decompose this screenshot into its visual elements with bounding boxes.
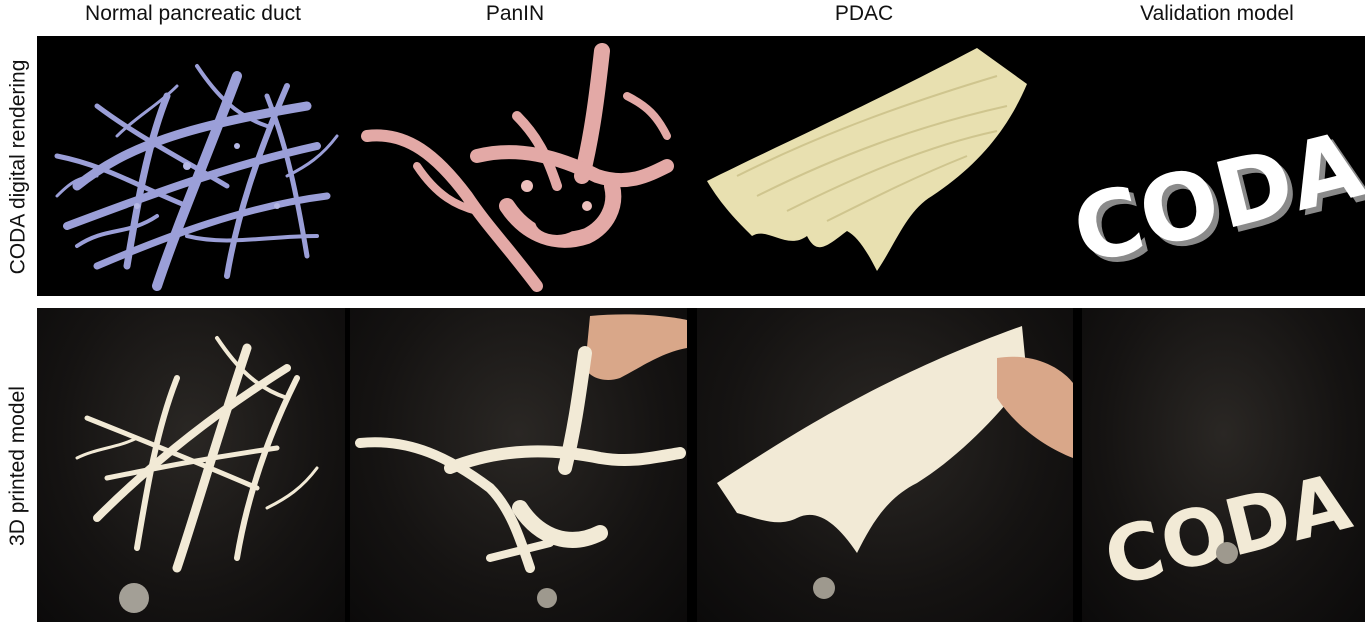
coin-scale [1216, 542, 1238, 564]
pdac-printed-photo [697, 308, 1073, 622]
coin-scale [537, 588, 557, 608]
normal-duct-render [37, 36, 347, 296]
validation-logo-render: CODA CODA [1067, 36, 1365, 296]
pdac-render [697, 36, 1037, 296]
coin-scale [119, 583, 149, 613]
panin-render [357, 36, 677, 296]
digital-rendering-panel: CODA CODA [37, 36, 1365, 296]
row-label-printed-model-text: 3D printed model [6, 386, 30, 546]
printed-logo-text: CODA [1096, 457, 1359, 604]
validation-printed-photo: CODA [1082, 308, 1365, 622]
column-title-normal-duct: Normal pancreatic duct [85, 2, 301, 25]
panin-printed-photo [350, 308, 687, 622]
normal-duct-printed-photo [37, 308, 345, 622]
column-title-pdac: PDAC [834, 2, 894, 25]
column-title-panin: PanIN [485, 2, 545, 25]
row-label-digital-rendering: CODA digital rendering [0, 38, 36, 296]
hand [585, 314, 687, 380]
printed-model-panel: CODA [37, 308, 1365, 622]
row-label-digital-rendering-text: CODA digital rendering [6, 59, 29, 275]
row-label-printed-model: 3D printed model [0, 310, 36, 622]
column-title-validation-model: Validation model [1140, 2, 1294, 25]
coin-scale [813, 577, 835, 599]
hand [997, 356, 1073, 458]
